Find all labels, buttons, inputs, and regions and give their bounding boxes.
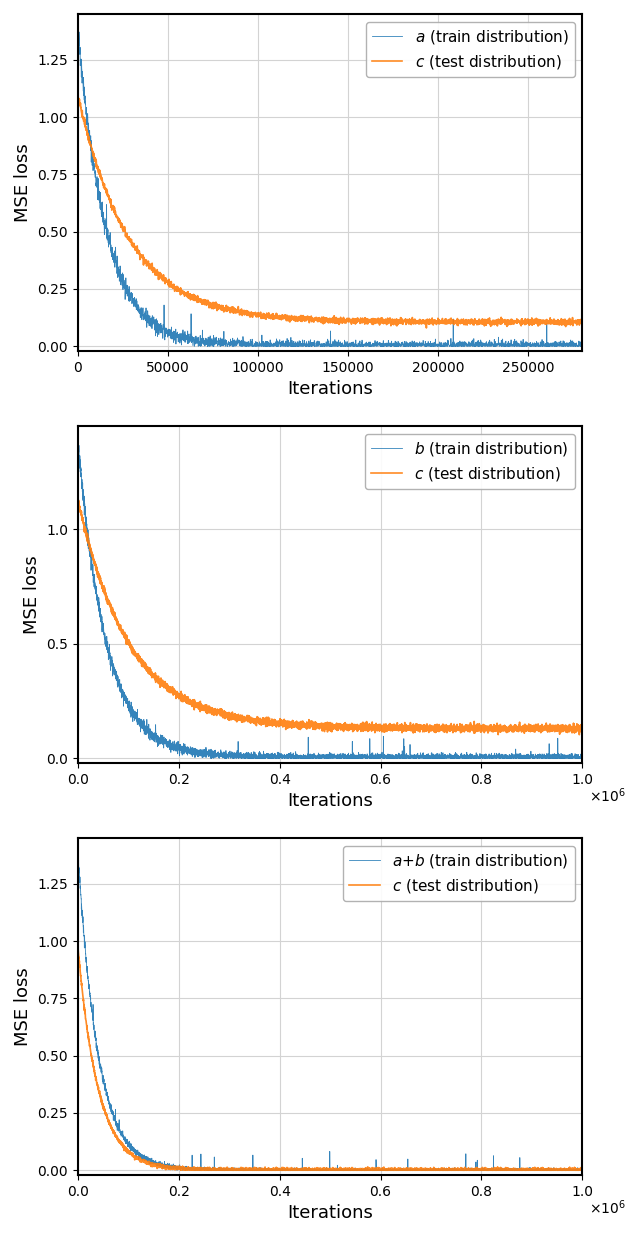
$c$ (test distribution)	[451, 1163, 458, 1178]
$a$ (train distribution)	[579, 336, 586, 351]
$c$ (test distribution)	[489, 315, 497, 330]
$a$+$b$ (train distribution)	[451, 1162, 458, 1177]
$b$ (train distribution)	[207, 750, 215, 765]
Line: $c$ (test distribution): $c$ (test distribution)	[78, 94, 582, 328]
$a$+$b$ (train distribution)	[403, 1162, 410, 1177]
$c$ (test distribution)	[575, 315, 583, 330]
$c$ (test distribution)	[166, 1161, 173, 1175]
$c$ (test distribution)	[472, 315, 479, 330]
Y-axis label: MSE loss: MSE loss	[22, 555, 40, 634]
$c$ (test distribution)	[403, 1163, 410, 1178]
$c$ (test distribution)	[377, 1162, 385, 1177]
$b$ (train distribution)	[74, 434, 82, 449]
$b$ (train distribution)	[166, 739, 173, 754]
$c$ (test distribution)	[489, 722, 497, 737]
$a$ (train distribution)	[191, 339, 198, 353]
$c$ (test distribution)	[379, 314, 387, 329]
X-axis label: Iterations: Iterations	[287, 381, 373, 398]
$a$+$b$ (train distribution)	[74, 847, 82, 861]
$c$ (test distribution)	[579, 1162, 586, 1177]
$c$ (test distribution)	[177, 1163, 184, 1178]
$a$+$b$ (train distribution)	[166, 1159, 173, 1174]
$a$+$b$ (train distribution)	[74, 845, 82, 860]
X-axis label: Iterations: Iterations	[287, 1204, 373, 1222]
$c$ (test distribution)	[74, 939, 82, 954]
Legend: $a$ (train distribution), $c$ (test distribution): $a$ (train distribution), $c$ (test dist…	[365, 21, 575, 78]
$a$ (train distribution)	[74, 19, 82, 33]
$a$+$b$ (train distribution)	[173, 1163, 181, 1178]
$a$ (train distribution)	[262, 334, 269, 349]
Y-axis label: MSE loss: MSE loss	[14, 143, 32, 221]
Line: $b$ (train distribution): $b$ (train distribution)	[78, 441, 582, 758]
$c$ (test distribution)	[262, 310, 269, 325]
X-axis label: Iterations: Iterations	[287, 792, 373, 810]
$c$ (test distribution)	[74, 942, 82, 957]
$c$ (test distribution)	[575, 727, 583, 742]
$a$+$b$ (train distribution)	[377, 1163, 385, 1178]
$c$ (test distribution)	[402, 719, 410, 734]
$c$ (test distribution)	[166, 681, 173, 696]
$b$ (train distribution)	[451, 749, 458, 764]
Line: $c$ (test distribution): $c$ (test distribution)	[78, 947, 582, 1170]
$b$ (train distribution)	[402, 750, 410, 765]
$c$ (test distribution)	[267, 717, 275, 732]
$b$ (train distribution)	[267, 749, 275, 764]
$a$ (train distribution)	[301, 337, 309, 352]
$a$ (train distribution)	[472, 339, 479, 353]
Y-axis label: MSE loss: MSE loss	[14, 967, 32, 1046]
Legend: $a$+$b$ (train distribution), $c$ (test distribution): $a$+$b$ (train distribution), $c$ (test …	[343, 845, 575, 901]
Text: $\times 10^6$: $\times 10^6$	[589, 786, 626, 805]
$a$ (train distribution)	[575, 336, 583, 351]
$c$ (test distribution)	[376, 721, 384, 735]
$a$ (train distribution)	[489, 336, 497, 351]
$c$ (test distribution)	[451, 723, 458, 738]
Line: $a$ (train distribution): $a$ (train distribution)	[78, 26, 582, 346]
$c$ (test distribution)	[422, 320, 430, 335]
$b$ (train distribution)	[489, 749, 497, 764]
$a$+$b$ (train distribution)	[579, 1163, 586, 1178]
$b$ (train distribution)	[579, 749, 586, 764]
Line: $a$+$b$ (train distribution): $a$+$b$ (train distribution)	[78, 853, 582, 1170]
$c$ (test distribution)	[74, 87, 82, 101]
Legend: $b$ (train distribution), $c$ (test distribution): $b$ (train distribution), $c$ (test dist…	[365, 434, 575, 489]
Text: $\times 10^6$: $\times 10^6$	[589, 1198, 626, 1216]
$b$ (train distribution)	[376, 750, 384, 765]
$c$ (test distribution)	[267, 1163, 275, 1178]
$c$ (test distribution)	[579, 722, 586, 737]
$c$ (test distribution)	[579, 316, 586, 331]
$a$ (train distribution)	[380, 336, 387, 351]
$c$ (test distribution)	[74, 489, 82, 504]
Line: $c$ (test distribution): $c$ (test distribution)	[78, 497, 582, 734]
$c$ (test distribution)	[301, 311, 309, 326]
$a$+$b$ (train distribution)	[267, 1163, 275, 1178]
$a$+$b$ (train distribution)	[489, 1162, 497, 1177]
$c$ (test distribution)	[489, 1163, 497, 1178]
